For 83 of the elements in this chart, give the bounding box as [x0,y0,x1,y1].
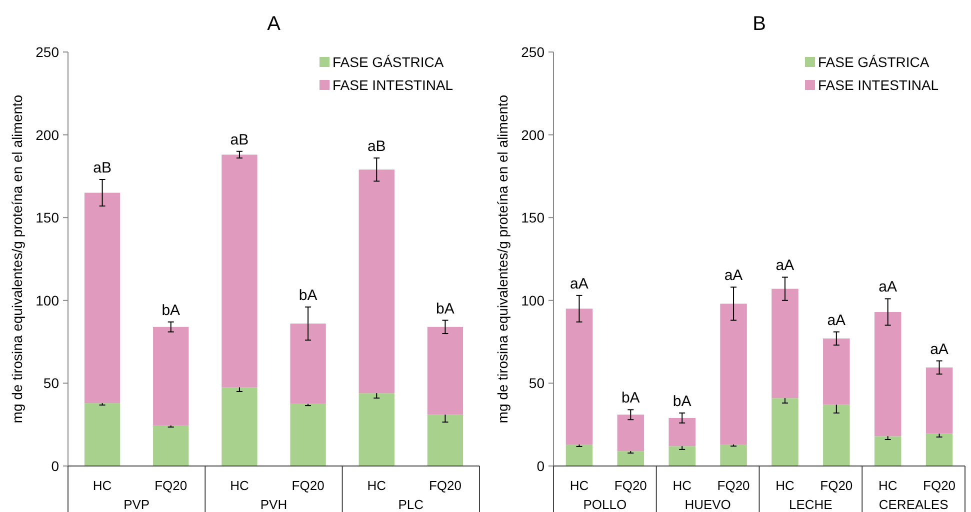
data-label: aB [93,160,112,177]
bar [874,436,902,466]
bar [427,414,464,466]
data-label: aA [776,257,794,274]
y-tick-label: 200 [36,126,60,143]
data-label: bA [672,393,692,410]
bar [772,398,798,466]
y-tick-label: 0 [536,458,545,474]
bar [720,444,747,466]
text: PLC [398,497,424,512]
bar [358,393,394,466]
bar [617,414,644,452]
bar [222,154,258,388]
bar [427,326,464,415]
bar [617,451,644,466]
y-tick-label: 50 [43,375,60,392]
data-label: aA [827,312,846,329]
y-tick-label: 100 [521,292,545,308]
bar [153,326,189,426]
bar [290,404,326,466]
legend-label: FASE GÁSTRICA [332,54,444,70]
chart-title: A [267,13,282,35]
bar [358,170,394,394]
bar [926,367,953,434]
y-axis-title: mg de tirosina equivalentes/g proteína en el alimento [494,94,510,424]
bar [84,192,120,404]
x-tick-label: FQ20 [820,478,853,493]
text: PVH [260,497,288,512]
bar [668,418,696,446]
y-tick-label: 250 [521,44,545,60]
data-label: aB [367,138,386,155]
x-tick-label: FQ20 [614,478,647,493]
bar [566,444,593,466]
y-tick-label: 50 [528,375,545,392]
bar [874,312,902,436]
y-tick-label: 200 [521,126,545,143]
bar [772,288,798,398]
x-tick-label: HC [878,478,898,493]
x-tick-label: FQ20 [292,478,324,493]
chart-title: B [752,13,766,35]
data-label: aA [724,267,743,284]
y-tick-label: 0 [51,458,60,474]
bar [84,403,120,466]
y-tick-label: 150 [36,210,60,226]
data-label: bA [162,302,180,319]
text: PVP [124,497,150,512]
data-label: bA [621,390,640,407]
x-tick-label: HC [92,478,112,493]
x-tick-label: HC [367,478,386,493]
x-tick-label: FQ20 [154,478,188,493]
text: LECHE [789,497,833,512]
y-tick-label: 150 [521,210,545,226]
legend-label: FASE INTESTINAL [818,77,939,93]
legend-label: FASE INTESTINAL [332,77,454,93]
bar [222,387,258,466]
bar [823,338,850,405]
text: POLLO [583,497,627,512]
y-axis-title: mg de tirosina equivalentes/g proteína en el alimento [9,94,25,424]
bar [153,425,189,466]
y-tick-label: 100 [36,292,60,308]
x-tick-label: HC [570,478,589,493]
x-tick-label: FQ20 [923,478,956,493]
bar [823,404,850,466]
bar [720,304,747,444]
data-label: bA [298,287,318,304]
legend-label: FASE GÁSTRICA [818,54,930,70]
text: CEREALES [878,497,949,512]
bar [926,434,953,466]
y-tick-label: 250 [36,44,60,60]
data-label: bA [436,300,454,318]
data-label: aA [930,340,948,358]
x-tick-label: FQ20 [428,478,462,493]
bar [668,446,696,466]
x-tick-label: HC [230,478,249,493]
x-tick-label: FQ20 [717,478,750,493]
x-tick-label: HC [776,478,794,493]
x-tick-label: HC [672,478,692,493]
data-label: aA [878,278,898,296]
bar [290,324,326,404]
bar [566,308,593,444]
data-label: aA [570,275,588,292]
text: HUEVO [684,497,731,512]
data-label: aB [230,131,249,148]
